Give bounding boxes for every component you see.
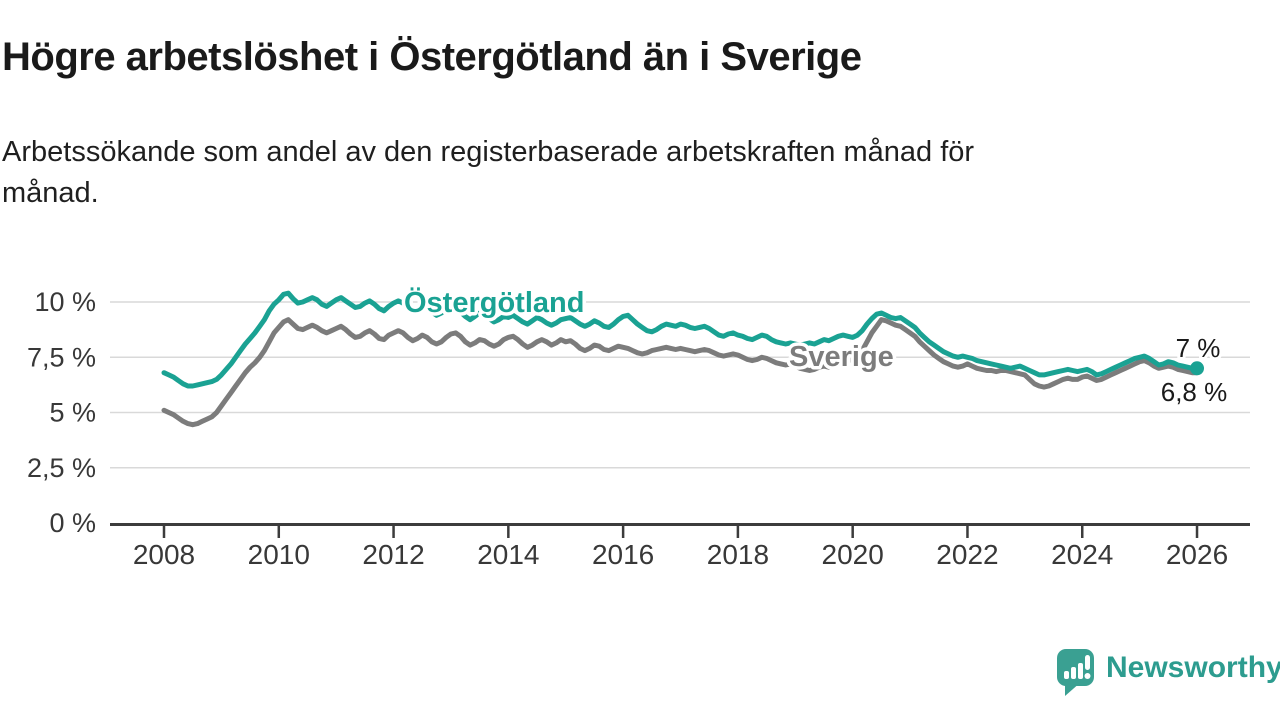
chart-subtitle: Arbetssökande som andel av den registerb… [2, 136, 975, 209]
y-axis-tick-label: 0 % [49, 508, 96, 538]
x-axis-tick-label: 2020 [822, 539, 884, 570]
series-line-sverige [161, 317, 1200, 428]
x-axis-tick-label: 2014 [477, 539, 539, 570]
series-label-östergötland: Östergötland [404, 286, 584, 319]
x-axis-tick-label: 2010 [248, 539, 310, 570]
y-axis-tick-label: 7,5 % [27, 342, 96, 372]
y-axis-tick-label: 10 % [34, 287, 96, 317]
x-axis-tick-label: 2024 [1051, 539, 1113, 570]
x-axis-tick-label: 2012 [362, 539, 424, 570]
end-value-label-östergötland: 7 % [1176, 333, 1221, 363]
x-axis-tick-label: 2026 [1166, 539, 1228, 570]
end-value-label-sverige: 6,8 % [1161, 377, 1228, 407]
x-axis-tick-label: 2022 [936, 539, 998, 570]
y-axis-tick-label: 2,5 % [27, 453, 96, 483]
series-label-sverige: Sverige [789, 341, 894, 373]
x-axis-tick-label: 2016 [592, 539, 654, 570]
x-axis-tick-label: 2008 [133, 539, 195, 570]
x-axis-tick-label: 2018 [707, 539, 769, 570]
latest-point-marker [1190, 361, 1205, 376]
bar-chart-speech-bubble-icon [1056, 648, 1096, 698]
series-line-östergötland [161, 290, 1200, 389]
page-title: Högre arbetslöshet i Östergötland än i S… [2, 35, 862, 79]
y-axis-tick-label: 5 % [49, 398, 96, 428]
newsworthy-logo-text: Newsworthy [1106, 651, 1280, 684]
newsworthy-logo[interactable]: Newsworthy [1056, 648, 1280, 698]
